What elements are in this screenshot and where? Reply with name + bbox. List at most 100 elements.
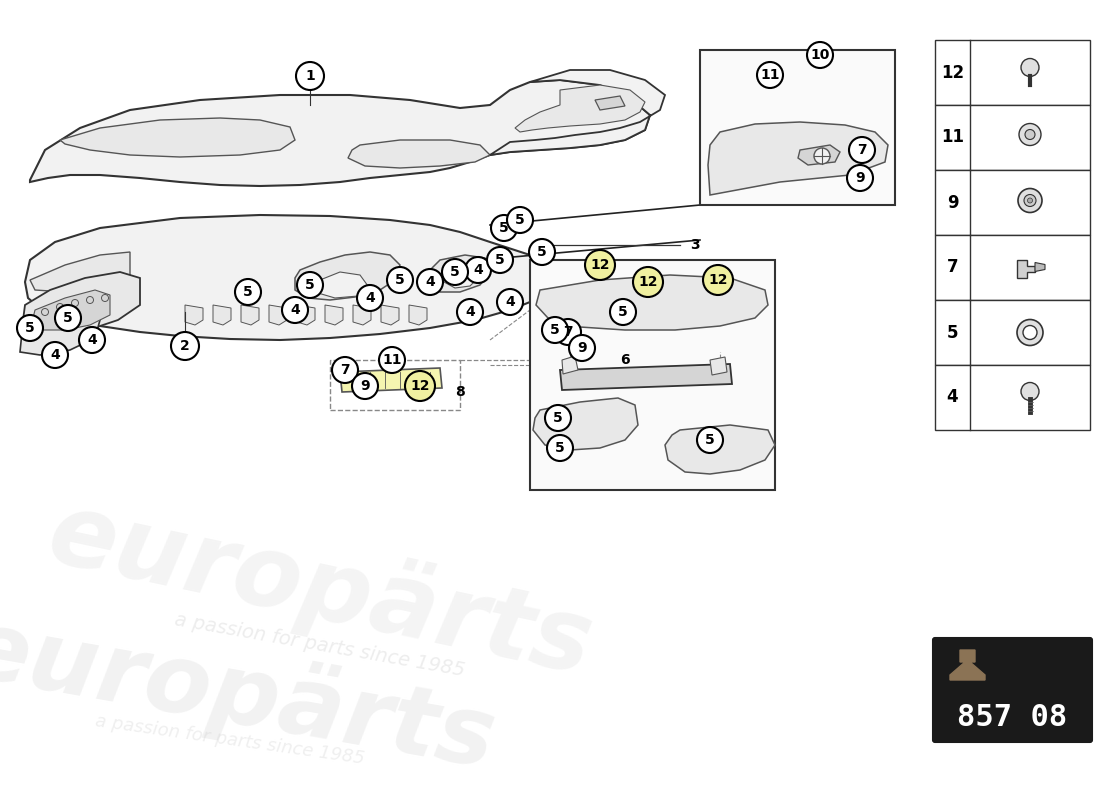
Text: 1: 1 xyxy=(305,69,315,83)
Circle shape xyxy=(1018,319,1043,346)
Text: 5: 5 xyxy=(947,323,958,342)
Circle shape xyxy=(814,148,830,164)
Circle shape xyxy=(56,303,64,310)
Text: 3: 3 xyxy=(690,238,700,252)
Text: 5: 5 xyxy=(618,305,628,319)
Circle shape xyxy=(849,137,875,163)
Circle shape xyxy=(170,332,199,360)
Circle shape xyxy=(507,207,534,233)
Text: 5: 5 xyxy=(63,311,73,325)
Text: 12: 12 xyxy=(591,258,609,272)
Circle shape xyxy=(697,427,723,453)
Text: 11: 11 xyxy=(940,129,964,146)
Bar xyxy=(330,360,460,410)
Polygon shape xyxy=(562,356,578,374)
Circle shape xyxy=(556,319,581,345)
Bar xyxy=(530,260,775,490)
Circle shape xyxy=(282,297,308,323)
Circle shape xyxy=(1018,189,1042,213)
Circle shape xyxy=(632,267,663,297)
Text: a passion for parts since 1985: a passion for parts since 1985 xyxy=(174,610,466,680)
Circle shape xyxy=(807,42,833,68)
Polygon shape xyxy=(315,272,368,298)
Circle shape xyxy=(1021,58,1040,77)
Polygon shape xyxy=(25,215,555,340)
Polygon shape xyxy=(185,305,204,325)
Text: europärts: europärts xyxy=(0,602,503,789)
Text: 9: 9 xyxy=(855,171,865,185)
Text: 11: 11 xyxy=(383,353,402,367)
Text: 4: 4 xyxy=(87,333,97,347)
Polygon shape xyxy=(950,650,984,680)
Text: 4: 4 xyxy=(465,305,475,319)
Text: 8: 8 xyxy=(455,385,465,399)
Circle shape xyxy=(42,309,48,315)
Circle shape xyxy=(1025,130,1035,139)
Text: 9: 9 xyxy=(947,194,958,211)
Polygon shape xyxy=(430,255,490,292)
Circle shape xyxy=(547,435,573,461)
Text: 12: 12 xyxy=(638,275,658,289)
Text: 7: 7 xyxy=(340,363,350,377)
Circle shape xyxy=(1019,123,1041,146)
Text: 5: 5 xyxy=(305,278,315,292)
Text: 4: 4 xyxy=(473,263,483,277)
Polygon shape xyxy=(409,305,427,325)
Circle shape xyxy=(610,299,636,325)
Circle shape xyxy=(87,297,94,303)
Polygon shape xyxy=(22,272,140,338)
Circle shape xyxy=(72,299,78,306)
Text: 5: 5 xyxy=(450,265,460,279)
Text: 4: 4 xyxy=(290,303,300,317)
Text: 4: 4 xyxy=(425,275,435,289)
Bar xyxy=(935,300,1090,365)
Polygon shape xyxy=(270,305,287,325)
Circle shape xyxy=(847,165,873,191)
Text: europärts: europärts xyxy=(40,484,601,696)
Circle shape xyxy=(1027,198,1033,203)
Text: 12: 12 xyxy=(410,379,430,393)
Circle shape xyxy=(465,257,491,283)
Polygon shape xyxy=(798,145,840,165)
Text: 857 08: 857 08 xyxy=(957,702,1067,731)
Text: 4: 4 xyxy=(947,389,958,406)
Circle shape xyxy=(297,272,323,298)
Circle shape xyxy=(296,62,324,90)
Text: 5: 5 xyxy=(515,213,525,227)
Circle shape xyxy=(101,294,109,302)
Text: 7: 7 xyxy=(563,325,573,339)
Polygon shape xyxy=(353,305,371,325)
Circle shape xyxy=(332,357,358,383)
Text: 4: 4 xyxy=(51,348,59,362)
Text: 11: 11 xyxy=(760,68,780,82)
Polygon shape xyxy=(295,252,400,300)
Bar xyxy=(935,170,1090,235)
Text: 6: 6 xyxy=(620,353,630,367)
Polygon shape xyxy=(708,122,888,195)
Circle shape xyxy=(703,265,733,295)
Circle shape xyxy=(16,315,43,341)
Text: 5: 5 xyxy=(495,253,505,267)
Polygon shape xyxy=(536,275,768,330)
Polygon shape xyxy=(666,425,776,474)
Text: 5: 5 xyxy=(25,321,35,335)
Polygon shape xyxy=(20,315,100,355)
Circle shape xyxy=(442,259,468,285)
Circle shape xyxy=(1023,326,1037,339)
Bar xyxy=(935,40,1090,105)
Polygon shape xyxy=(710,357,727,375)
Bar xyxy=(700,50,895,205)
Polygon shape xyxy=(444,264,478,288)
Circle shape xyxy=(542,317,568,343)
Circle shape xyxy=(757,62,783,88)
Polygon shape xyxy=(1035,262,1045,271)
Circle shape xyxy=(487,247,513,273)
Text: 5: 5 xyxy=(537,245,547,259)
Circle shape xyxy=(358,285,383,311)
Polygon shape xyxy=(560,364,732,390)
Text: 9: 9 xyxy=(360,379,370,393)
Text: 5: 5 xyxy=(705,433,715,447)
Circle shape xyxy=(529,239,556,265)
Circle shape xyxy=(569,335,595,361)
Text: 7: 7 xyxy=(857,143,867,157)
